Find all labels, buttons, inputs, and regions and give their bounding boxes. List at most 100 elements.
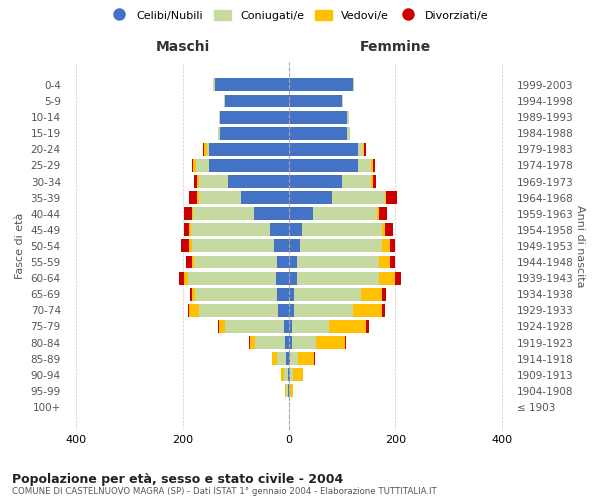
Text: Popolazione per età, sesso e stato civile - 2004: Popolazione per età, sesso e stato civil… bbox=[12, 472, 343, 486]
Bar bbox=[277, 352, 286, 365]
Bar bbox=[289, 78, 353, 92]
Bar bbox=[347, 110, 349, 124]
Bar bbox=[289, 159, 358, 172]
Bar bbox=[289, 288, 294, 300]
Bar bbox=[289, 256, 297, 268]
Bar bbox=[199, 304, 278, 317]
Bar bbox=[371, 159, 373, 172]
Bar bbox=[342, 175, 371, 188]
Bar bbox=[184, 208, 191, 220]
Bar bbox=[366, 320, 369, 333]
Bar bbox=[214, 78, 215, 92]
Bar bbox=[199, 191, 241, 204]
Bar bbox=[197, 175, 199, 188]
Bar bbox=[289, 240, 299, 252]
Bar bbox=[220, 127, 289, 140]
Legend: Celibi/Nubili, Coniugati/e, Vedovi/e, Divorziati/e: Celibi/Nubili, Coniugati/e, Vedovi/e, Di… bbox=[107, 6, 493, 25]
Bar bbox=[342, 94, 343, 108]
Bar bbox=[250, 336, 256, 349]
Bar bbox=[379, 272, 395, 284]
Bar bbox=[193, 208, 254, 220]
Bar bbox=[390, 256, 395, 268]
Bar bbox=[193, 159, 196, 172]
Bar bbox=[297, 256, 379, 268]
Bar bbox=[316, 336, 345, 349]
Bar bbox=[277, 288, 289, 300]
Bar bbox=[329, 320, 366, 333]
Bar bbox=[188, 272, 275, 284]
Bar bbox=[285, 384, 286, 398]
Bar bbox=[379, 208, 388, 220]
Bar bbox=[289, 208, 313, 220]
Bar bbox=[390, 240, 395, 252]
Bar bbox=[377, 208, 379, 220]
Bar bbox=[192, 159, 193, 172]
Bar bbox=[188, 304, 189, 317]
Bar bbox=[289, 175, 342, 188]
Bar bbox=[373, 159, 374, 172]
Bar bbox=[353, 304, 382, 317]
Bar bbox=[347, 127, 350, 140]
Bar bbox=[284, 368, 288, 381]
Bar bbox=[249, 336, 250, 349]
Bar bbox=[345, 336, 346, 349]
Bar bbox=[292, 336, 316, 349]
Bar bbox=[298, 352, 314, 365]
Bar bbox=[184, 224, 189, 236]
Bar bbox=[218, 320, 219, 333]
Bar bbox=[191, 256, 194, 268]
Bar bbox=[241, 191, 289, 204]
Bar bbox=[191, 224, 271, 236]
Bar bbox=[254, 208, 289, 220]
Bar bbox=[294, 304, 353, 317]
Text: Maschi: Maschi bbox=[155, 40, 210, 54]
Bar bbox=[288, 384, 289, 398]
Bar bbox=[289, 143, 358, 156]
Bar bbox=[224, 94, 225, 108]
Bar bbox=[184, 272, 188, 284]
Bar bbox=[189, 240, 191, 252]
Bar bbox=[192, 288, 195, 300]
Bar bbox=[196, 159, 209, 172]
Bar bbox=[293, 368, 304, 381]
Bar bbox=[220, 110, 289, 124]
Bar bbox=[290, 352, 298, 365]
Text: COMUNE DI CASTELNUOVO MAGRA (SP) - Dati ISTAT 1° gennaio 2004 - Elaborazione TUT: COMUNE DI CASTELNUOVO MAGRA (SP) - Dati … bbox=[12, 488, 437, 496]
Bar bbox=[256, 336, 285, 349]
Bar bbox=[290, 368, 293, 381]
Bar bbox=[289, 272, 297, 284]
Bar bbox=[332, 191, 385, 204]
Bar bbox=[199, 175, 228, 188]
Bar bbox=[395, 272, 401, 284]
Bar bbox=[281, 368, 284, 381]
Bar bbox=[203, 143, 204, 156]
Bar bbox=[179, 272, 184, 284]
Bar bbox=[189, 224, 191, 236]
Y-axis label: Fasce di età: Fasce di età bbox=[15, 212, 25, 279]
Bar bbox=[289, 368, 290, 381]
Bar bbox=[313, 208, 377, 220]
Bar bbox=[228, 175, 289, 188]
Bar bbox=[290, 384, 293, 398]
Bar bbox=[299, 240, 382, 252]
Bar bbox=[225, 320, 284, 333]
Bar bbox=[274, 240, 289, 252]
Bar bbox=[197, 191, 199, 204]
Bar bbox=[277, 256, 289, 268]
Bar bbox=[187, 256, 191, 268]
Bar bbox=[385, 191, 386, 204]
Bar bbox=[286, 352, 289, 365]
Bar bbox=[271, 224, 289, 236]
Bar bbox=[272, 352, 277, 365]
Bar bbox=[292, 320, 329, 333]
Bar bbox=[361, 288, 382, 300]
Bar bbox=[204, 143, 206, 156]
Bar bbox=[353, 78, 354, 92]
Bar bbox=[286, 384, 288, 398]
Bar bbox=[209, 159, 289, 172]
Bar bbox=[358, 159, 371, 172]
Bar bbox=[289, 127, 347, 140]
Bar bbox=[297, 272, 379, 284]
Bar bbox=[289, 384, 290, 398]
Bar bbox=[289, 320, 292, 333]
